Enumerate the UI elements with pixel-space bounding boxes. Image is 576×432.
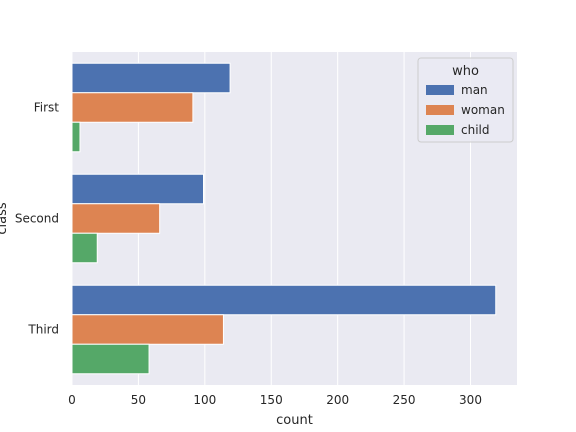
bar-child-third (71, 343, 150, 375)
legend-label-woman: woman (461, 103, 505, 117)
y-axis-ticks: First Second Third (15, 101, 59, 337)
x-tick-label: 200 (326, 393, 349, 407)
legend-swatch-man (426, 85, 454, 95)
bar-woman-first (71, 92, 194, 123)
legend-label-man: man (461, 83, 488, 97)
bar-man-second (71, 173, 205, 205)
bar-man-first (71, 62, 231, 94)
legend-swatch-woman (426, 105, 454, 115)
legend: who man woman child (417, 57, 514, 143)
legend-swatch-child (426, 125, 454, 135)
x-tick-label: 250 (393, 393, 416, 407)
legend-title: who (452, 64, 479, 79)
x-tick-label: 50 (131, 393, 146, 407)
y-axis-label: class (0, 202, 10, 234)
bar-child-second (71, 232, 98, 264)
legend-label-child: child (461, 123, 490, 137)
y-tick-label: First (34, 101, 60, 115)
bar-woman-second (71, 203, 161, 234)
bars (71, 62, 497, 375)
x-axis-label: count (276, 413, 313, 428)
x-tick-label: 0 (68, 393, 76, 407)
legend-box (417, 57, 514, 143)
bar-woman-third (71, 314, 224, 345)
legend-items: man woman child (426, 83, 505, 137)
bar-child-first (71, 121, 81, 153)
x-tick-label: 150 (260, 393, 283, 407)
y-tick-label: Third (27, 323, 59, 337)
bar-man-third (71, 284, 497, 316)
x-tick-label: 300 (459, 393, 482, 407)
x-axis-ticks: 0 50 100 150 200 250 300 (68, 393, 482, 407)
y-tick-label: Second (15, 212, 59, 226)
x-tick-label: 100 (193, 393, 216, 407)
